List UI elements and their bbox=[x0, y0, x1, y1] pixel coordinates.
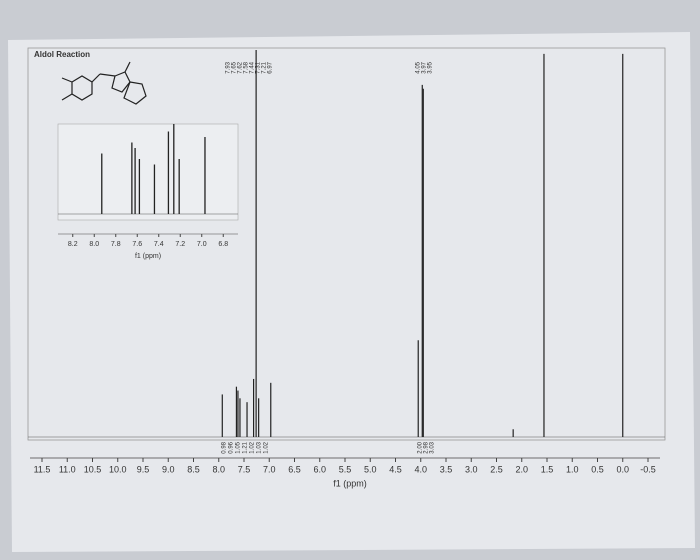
x-tick-label: 6.0 bbox=[313, 464, 326, 474]
inset-x-tick-label: 7.2 bbox=[175, 241, 185, 248]
x-tick-label: 2.0 bbox=[515, 464, 528, 474]
peak-label: 1.05 bbox=[236, 441, 242, 453]
x-tick-label: 10.0 bbox=[109, 464, 127, 474]
x-tick-label: 6.5 bbox=[288, 464, 301, 474]
x-tick-label: 9.5 bbox=[137, 464, 150, 474]
inset-x-tick-label: 7.8 bbox=[111, 241, 121, 248]
chart-title: Aldol Reaction bbox=[34, 50, 90, 59]
peak-label: 3.03 bbox=[430, 441, 436, 453]
x-tick-label: 0.5 bbox=[591, 464, 604, 474]
inset-x-tick-label: 6.8 bbox=[218, 241, 228, 248]
peak-label: 7.93 bbox=[226, 61, 232, 73]
structure bbox=[61, 61, 147, 105]
x-tick-label: -0.5 bbox=[640, 464, 656, 474]
x-tick-label: 3.5 bbox=[440, 464, 453, 474]
x-tick-label: 3.0 bbox=[465, 464, 478, 474]
peak-label: 7.65 bbox=[232, 61, 238, 73]
peak-label: 0.96 bbox=[229, 441, 235, 453]
inset-x-tick-label: 7.0 bbox=[197, 241, 207, 248]
inset-x-tick-label: 8.0 bbox=[89, 241, 99, 248]
peak-label: 0.98 bbox=[222, 441, 228, 453]
x-tick-label: 7.0 bbox=[263, 464, 276, 474]
inset-x-label: f1 (ppm) bbox=[135, 253, 161, 260]
x-tick-label: 4.5 bbox=[389, 464, 402, 474]
peak-label: 7.31 bbox=[256, 61, 262, 73]
inset-x-tick-label: 8.2 bbox=[68, 241, 78, 248]
inset-frame bbox=[57, 123, 239, 221]
inset-plot bbox=[58, 124, 238, 215]
peak-label: 1.03 bbox=[257, 441, 263, 453]
peak-label: 7.58 bbox=[244, 61, 250, 73]
x-tick-label: 10.5 bbox=[84, 464, 102, 474]
inset-x-tick-label: 7.6 bbox=[132, 241, 142, 248]
x-tick-label: 5.0 bbox=[364, 464, 377, 474]
x-tick-label: 2.5 bbox=[490, 464, 503, 474]
x-tick-label: 8.0 bbox=[212, 464, 225, 474]
peak-label: 6.97 bbox=[268, 61, 274, 73]
inset-x-tick-label: 7.4 bbox=[154, 241, 164, 248]
plot-frame bbox=[27, 47, 666, 441]
peak-label: 7.21 bbox=[262, 61, 268, 73]
x-tick-label: 11.0 bbox=[59, 464, 76, 474]
peak-label: 1.02 bbox=[264, 441, 270, 453]
x-tick-label: 11.5 bbox=[34, 464, 51, 474]
x-tick-label: 1.0 bbox=[566, 464, 579, 474]
peak-label: 4.05 bbox=[416, 61, 422, 73]
x-tick-label: 0.0 bbox=[616, 464, 629, 474]
x-tick-label: 8.5 bbox=[187, 464, 200, 474]
x-tick-label: 9.0 bbox=[162, 464, 175, 474]
peak-label: 2.00 bbox=[418, 441, 424, 453]
peak-label: 7.44 bbox=[250, 61, 256, 73]
x-tick-label: 7.5 bbox=[238, 464, 251, 474]
x-tick-label: 4.0 bbox=[414, 464, 427, 474]
peak-label: 1.21 bbox=[243, 441, 249, 453]
peak-label: 3.95 bbox=[428, 61, 434, 73]
x-axis-label: f1 (ppm) bbox=[333, 478, 367, 488]
peak-label: 3.97 bbox=[422, 61, 428, 73]
x-tick-label: 5.5 bbox=[339, 464, 352, 474]
x-tick-label: 1.5 bbox=[541, 464, 554, 474]
peak-label: 1.02 bbox=[250, 441, 256, 453]
peak-label: 2.98 bbox=[424, 441, 430, 453]
peak-label: 7.62 bbox=[238, 61, 244, 73]
